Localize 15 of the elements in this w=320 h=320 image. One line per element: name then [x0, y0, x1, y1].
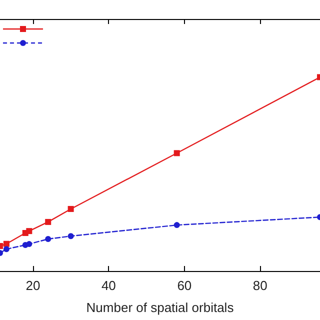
x-axis-title: Number of spatial orbitals: [86, 300, 234, 315]
point: [68, 233, 74, 240]
point: [174, 150, 180, 156]
point: [68, 206, 74, 212]
point: [45, 218, 52, 225]
x-tick-label: 20: [26, 278, 40, 293]
x-tick-label: 60: [177, 278, 192, 293]
point: [174, 222, 180, 228]
point: [3, 246, 10, 252]
point: [26, 241, 32, 248]
x-tick-label: 40: [101, 278, 116, 293]
point: [26, 228, 32, 234]
point: [45, 236, 52, 242]
point: [3, 240, 10, 247]
x-tick-label: 80: [252, 278, 268, 293]
